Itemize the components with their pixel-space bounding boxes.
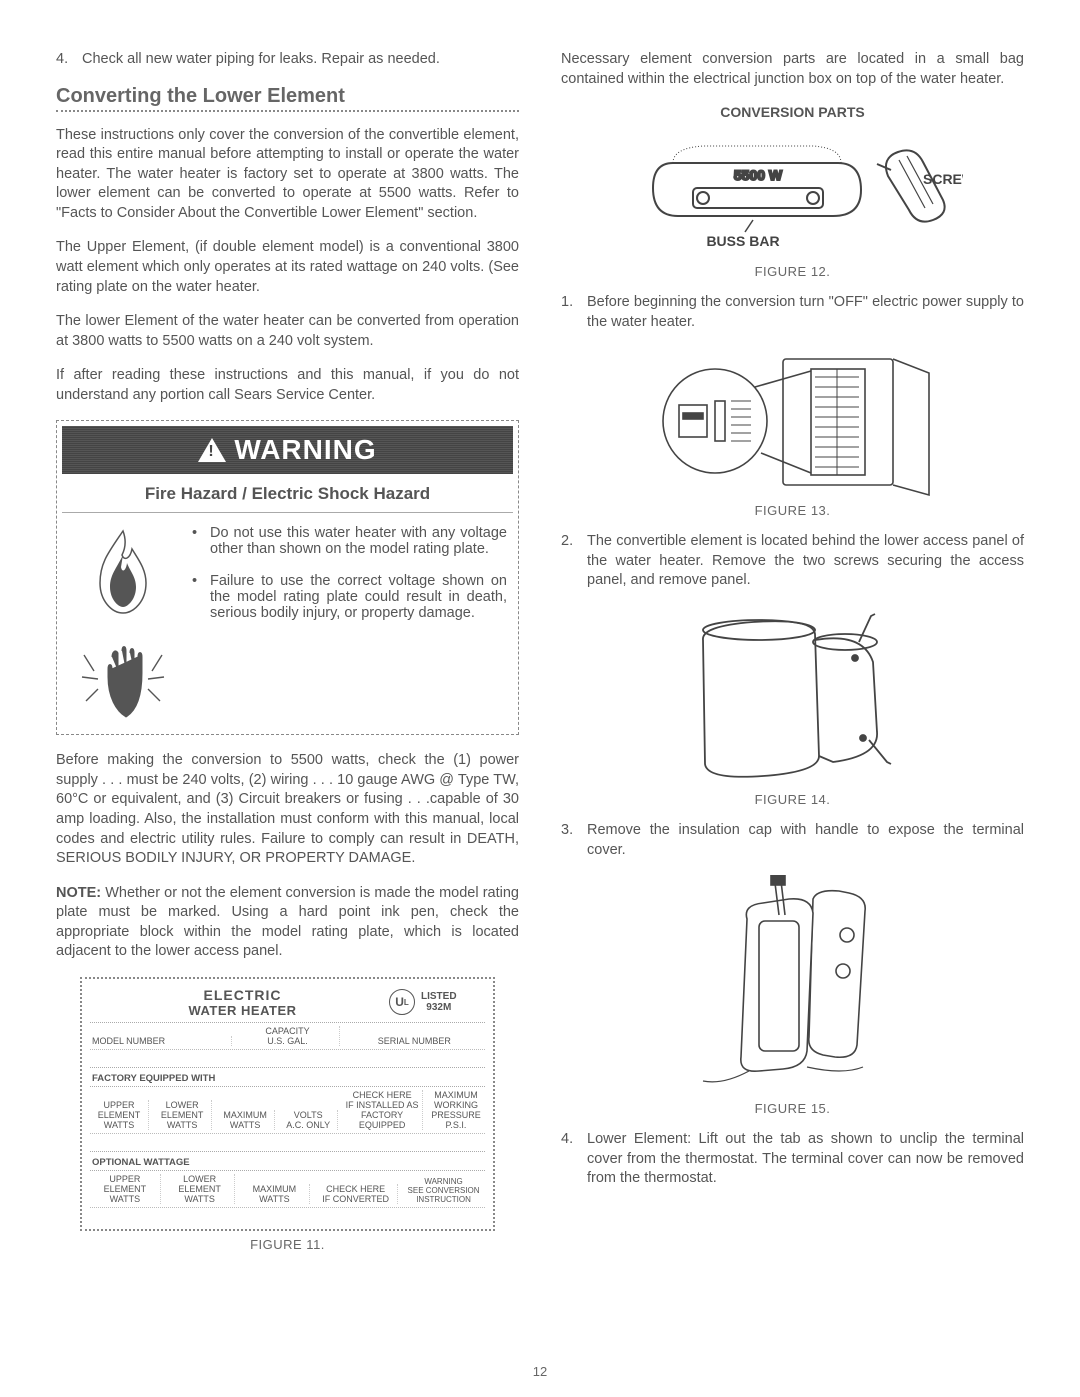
svg-text:SCREW: SCREW [923, 171, 963, 187]
figure-12-caption: FIGURE 12. [561, 264, 1024, 279]
ul-icon: UL [389, 989, 415, 1015]
warning-subtitle: Fire Hazard / Electric Shock Hazard [62, 478, 513, 513]
para-3: The lower Element of the water heater ca… [56, 312, 519, 351]
para-5: Before making the conversion to 5500 wat… [56, 751, 519, 868]
right-intro: Necessary element conversion parts are l… [561, 50, 1024, 89]
para-6: NOTE: Whether or not the element convers… [56, 884, 519, 962]
para-4: If after reading these instructions and … [56, 366, 519, 405]
warning-banner: WARNING [62, 426, 513, 474]
right-step-3: Remove the insulation cap with handle to… [587, 821, 1024, 860]
svg-text:BUSS BAR: BUSS BAR [706, 233, 779, 249]
right-step-4: Lower Element: Lift out the tab as shown… [587, 1130, 1024, 1189]
shock-hand-icon [78, 627, 168, 723]
step-4: 4. Check all new water piping for leaks.… [56, 50, 519, 70]
figure-13 [561, 347, 1024, 497]
conversion-parts-title: CONVERSION PARTS [561, 104, 1024, 120]
svg-text:5500 W: 5500 W [733, 167, 782, 183]
figure-15-caption: FIGURE 15. [561, 1101, 1024, 1116]
warning-icons [68, 525, 178, 723]
figure-11-caption: FIGURE 11. [56, 1237, 519, 1252]
para-2: The Upper Element, (if double element mo… [56, 238, 519, 297]
warning-b2: Failure to use the correct voltage shown… [210, 573, 507, 621]
warning-box: WARNING Fire Hazard / Electric Shock Haz… [56, 420, 519, 735]
figure-14-caption: FIGURE 14. [561, 792, 1024, 807]
figure-15 [561, 875, 1024, 1095]
right-step-1: Before beginning the conversion turn "OF… [587, 293, 1024, 332]
fire-icon [78, 525, 168, 617]
figure-12: 5500 W SCREW BUSS BAR [561, 128, 1024, 258]
rating-plate: ELECTRIC WATER HEATER UL LISTED932M MODE… [80, 977, 495, 1231]
warning-b1: Do not use this water heater with any vo… [210, 525, 507, 557]
right-step-2: The convertible element is located behin… [587, 532, 1024, 591]
figure-14 [561, 606, 1024, 786]
para-1: These instructions only cover the conver… [56, 126, 519, 224]
section-title: Converting the Lower Element [56, 85, 519, 112]
warning-title: WARNING [234, 434, 376, 466]
page-number: 12 [0, 1364, 1080, 1379]
warning-triangle-icon [198, 438, 226, 462]
figure-13-caption: FIGURE 13. [561, 503, 1024, 518]
